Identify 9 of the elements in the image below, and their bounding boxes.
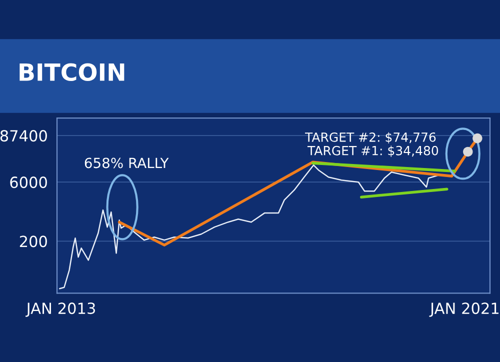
annotation: TARGET #1: $34,480 bbox=[307, 146, 438, 158]
y-tick-label: 87400 bbox=[0, 130, 47, 142]
y-tick-label: 200 bbox=[20, 236, 47, 248]
x-tick-label: JAN 2021 bbox=[429, 302, 499, 317]
chart-title: BITCOIN bbox=[20, 63, 124, 82]
annotation: 658% RALLY bbox=[84, 158, 169, 168]
y-tick-label: 6000 bbox=[10, 176, 47, 188]
x-tick-label: JAN 2013 bbox=[26, 302, 95, 317]
annotation: TARGET #2: $74,776 bbox=[304, 132, 436, 144]
